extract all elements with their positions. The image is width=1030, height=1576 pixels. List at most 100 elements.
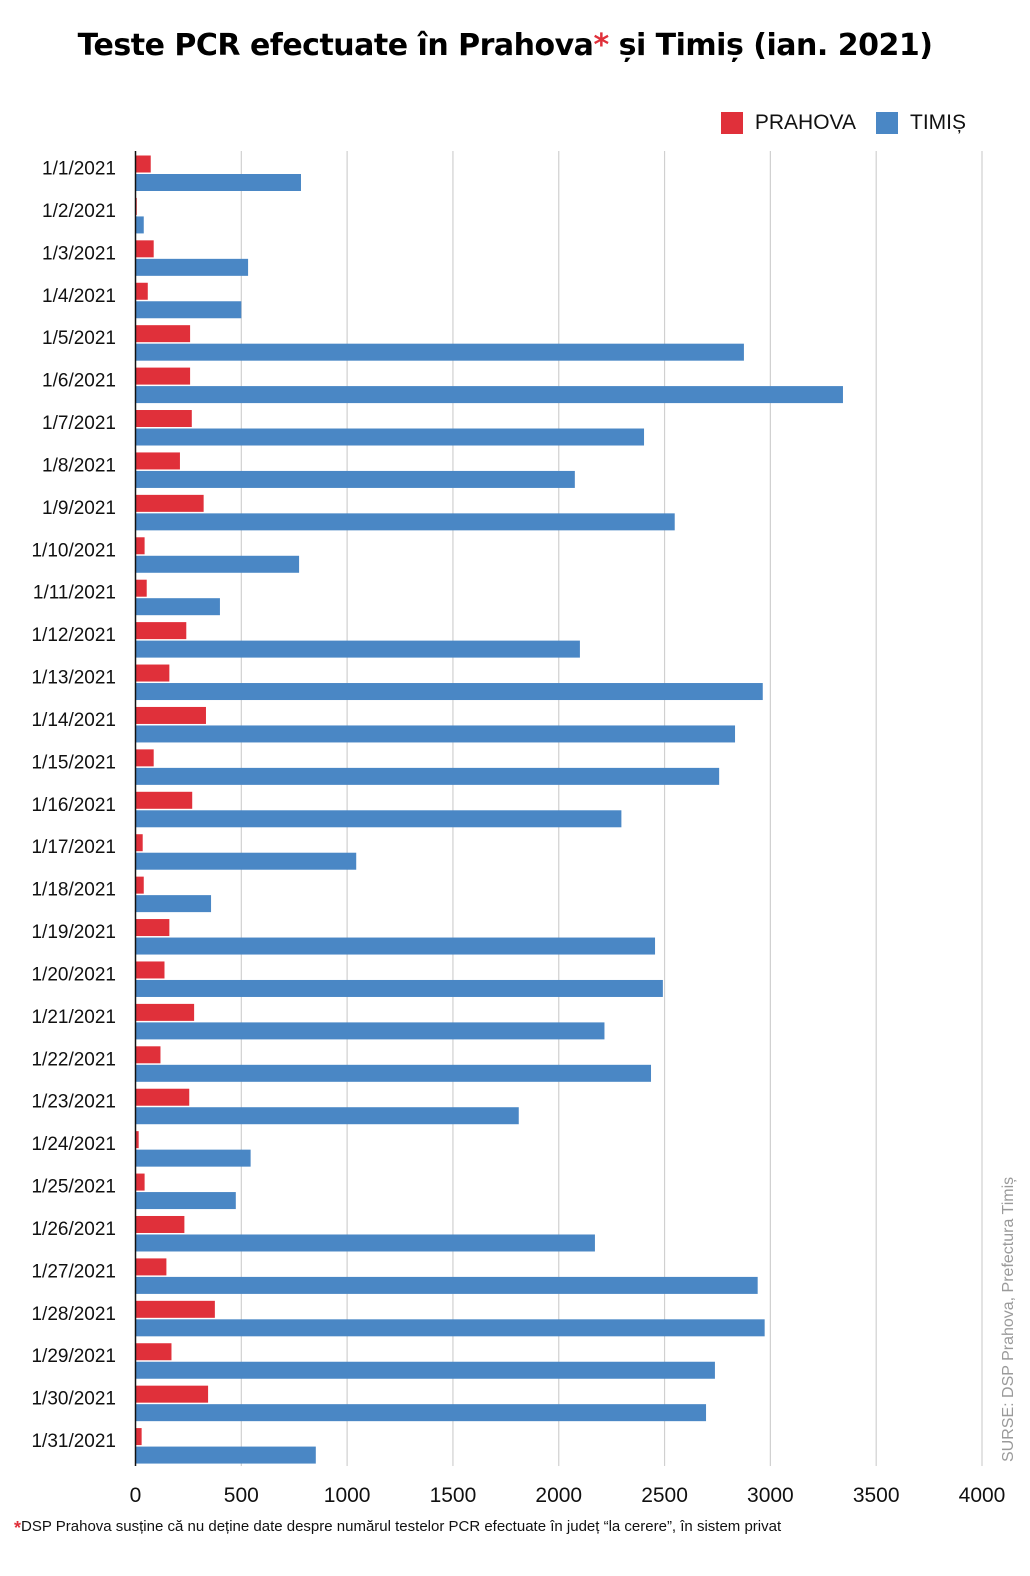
category-label: 1/29/2021 bbox=[31, 1346, 116, 1367]
bar-timis bbox=[135, 1149, 251, 1167]
bar-timis bbox=[135, 1064, 652, 1082]
bar-timis bbox=[135, 767, 720, 785]
x-tick-label: 2500 bbox=[641, 1484, 688, 1507]
bar-prahova bbox=[135, 1215, 185, 1233]
category-label: 1/5/2021 bbox=[42, 328, 116, 349]
bar-prahova bbox=[135, 1088, 190, 1106]
bar-timis bbox=[135, 1404, 707, 1422]
footnote-text: DSP Prahova susține că nu deține date de… bbox=[21, 1518, 782, 1535]
bar-prahova bbox=[135, 367, 191, 385]
category-label: 1/26/2021 bbox=[31, 1219, 116, 1240]
bar-timis bbox=[135, 513, 675, 531]
bar-prahova bbox=[135, 452, 180, 470]
chart-title: Teste PCR efectuate în Prahova* și Timiș… bbox=[0, 28, 1010, 63]
bar-prahova bbox=[135, 749, 154, 767]
category-label: 1/24/2021 bbox=[31, 1134, 116, 1155]
legend-swatch-prahova bbox=[720, 112, 743, 134]
bar-prahova bbox=[135, 1428, 142, 1446]
category-label: 1/18/2021 bbox=[31, 880, 116, 901]
bar-prahova bbox=[135, 325, 191, 343]
bar-timis bbox=[135, 1446, 316, 1464]
bar-prahova bbox=[135, 579, 147, 597]
category-label: 1/8/2021 bbox=[42, 455, 116, 476]
legend-swatch-timis bbox=[876, 112, 898, 134]
x-tick-label: 3500 bbox=[853, 1484, 900, 1507]
category-label: 1/19/2021 bbox=[31, 922, 116, 943]
bar-prahova bbox=[135, 706, 206, 724]
category-label: 1/9/2021 bbox=[42, 498, 116, 519]
bar-prahova bbox=[135, 1343, 172, 1361]
footnote: *DSP Prahova susține că nu deține date d… bbox=[14, 1518, 781, 1539]
bar-prahova bbox=[135, 537, 145, 555]
category-label: 1/30/2021 bbox=[31, 1389, 116, 1410]
category-label: 1/31/2021 bbox=[31, 1431, 116, 1452]
category-label: 1/4/2021 bbox=[42, 286, 116, 307]
bar-timis bbox=[135, 216, 144, 234]
x-tick-label: 500 bbox=[224, 1484, 259, 1507]
x-tick-label: 0 bbox=[130, 1484, 142, 1507]
legend-label-prahova: PRAHOVA bbox=[754, 111, 856, 134]
bar-prahova bbox=[135, 1173, 145, 1191]
category-label: 1/10/2021 bbox=[31, 540, 116, 561]
bar-prahova bbox=[135, 876, 144, 894]
bar-timis bbox=[135, 1234, 595, 1252]
legend-item-timis: TIMIȘ bbox=[876, 111, 966, 135]
bar-prahova bbox=[135, 1300, 215, 1318]
category-label: 1/17/2021 bbox=[31, 837, 116, 858]
bar-timis bbox=[135, 174, 301, 191]
bar-prahova bbox=[135, 1131, 139, 1149]
bar-timis bbox=[135, 555, 300, 573]
category-label: 1/27/2021 bbox=[31, 1261, 116, 1282]
title-asterisk: * bbox=[593, 28, 609, 63]
title-text: Teste PCR efectuate în Prahova bbox=[77, 28, 594, 63]
source-note: SURSE: DSP Prahova, Prefectura Timiș bbox=[1000, 1176, 1017, 1462]
category-label: 1/2/2021 bbox=[42, 201, 116, 222]
bar-timis bbox=[135, 640, 580, 658]
category-label: 1/11/2021 bbox=[33, 583, 116, 604]
category-label: 1/25/2021 bbox=[31, 1177, 116, 1198]
bar-prahova bbox=[135, 240, 154, 258]
bar-timis bbox=[135, 895, 212, 913]
bar-prahova bbox=[135, 1258, 167, 1276]
bar-timis bbox=[135, 810, 622, 828]
category-label: 1/20/2021 bbox=[31, 964, 116, 985]
bar-timis bbox=[135, 683, 763, 701]
category-label: 1/13/2021 bbox=[31, 668, 116, 689]
x-tick-label: 1500 bbox=[430, 1484, 477, 1507]
bar-prahova bbox=[135, 410, 192, 428]
category-label: 1/6/2021 bbox=[42, 371, 116, 392]
legend: PRAHOVA TIMIȘ bbox=[701, 111, 966, 135]
bar-timis bbox=[135, 1192, 236, 1210]
bar-timis bbox=[135, 343, 744, 361]
category-label: 1/14/2021 bbox=[31, 710, 116, 731]
x-tick-label: 2000 bbox=[535, 1484, 582, 1507]
category-label: 1/3/2021 bbox=[42, 243, 116, 264]
category-label: 1/22/2021 bbox=[31, 1049, 116, 1070]
x-tick-label: 4000 bbox=[959, 1484, 1006, 1507]
category-label: 1/15/2021 bbox=[31, 752, 116, 773]
category-label: 1/16/2021 bbox=[31, 795, 116, 816]
category-label: 1/23/2021 bbox=[31, 1092, 116, 1113]
bar-timis bbox=[135, 1107, 519, 1125]
bar-timis bbox=[135, 1361, 715, 1379]
title-text-rest: și Timiș (ian. 2021) bbox=[608, 28, 933, 63]
bar-prahova bbox=[135, 791, 193, 809]
bar-timis bbox=[135, 258, 249, 276]
category-label: 1/28/2021 bbox=[31, 1304, 116, 1325]
bar-timis bbox=[135, 1022, 605, 1040]
bar-prahova bbox=[135, 834, 143, 852]
bar-prahova bbox=[135, 155, 151, 173]
bar-prahova bbox=[135, 961, 165, 979]
bar-timis bbox=[135, 937, 656, 955]
bar-timis bbox=[135, 386, 843, 404]
bar-prahova bbox=[135, 664, 170, 682]
bar-timis bbox=[135, 1276, 758, 1294]
bar-prahova bbox=[135, 919, 170, 937]
x-tick-labels: 0 500 1000 1500 2000 2500 3000 3500 4000 bbox=[130, 1484, 1006, 1507]
category-label: 1/21/2021 bbox=[31, 1007, 116, 1028]
bar-timis bbox=[135, 598, 220, 616]
bar-timis bbox=[135, 470, 575, 488]
bar-prahova bbox=[135, 1003, 195, 1021]
x-tick-label: 3000 bbox=[747, 1484, 794, 1507]
